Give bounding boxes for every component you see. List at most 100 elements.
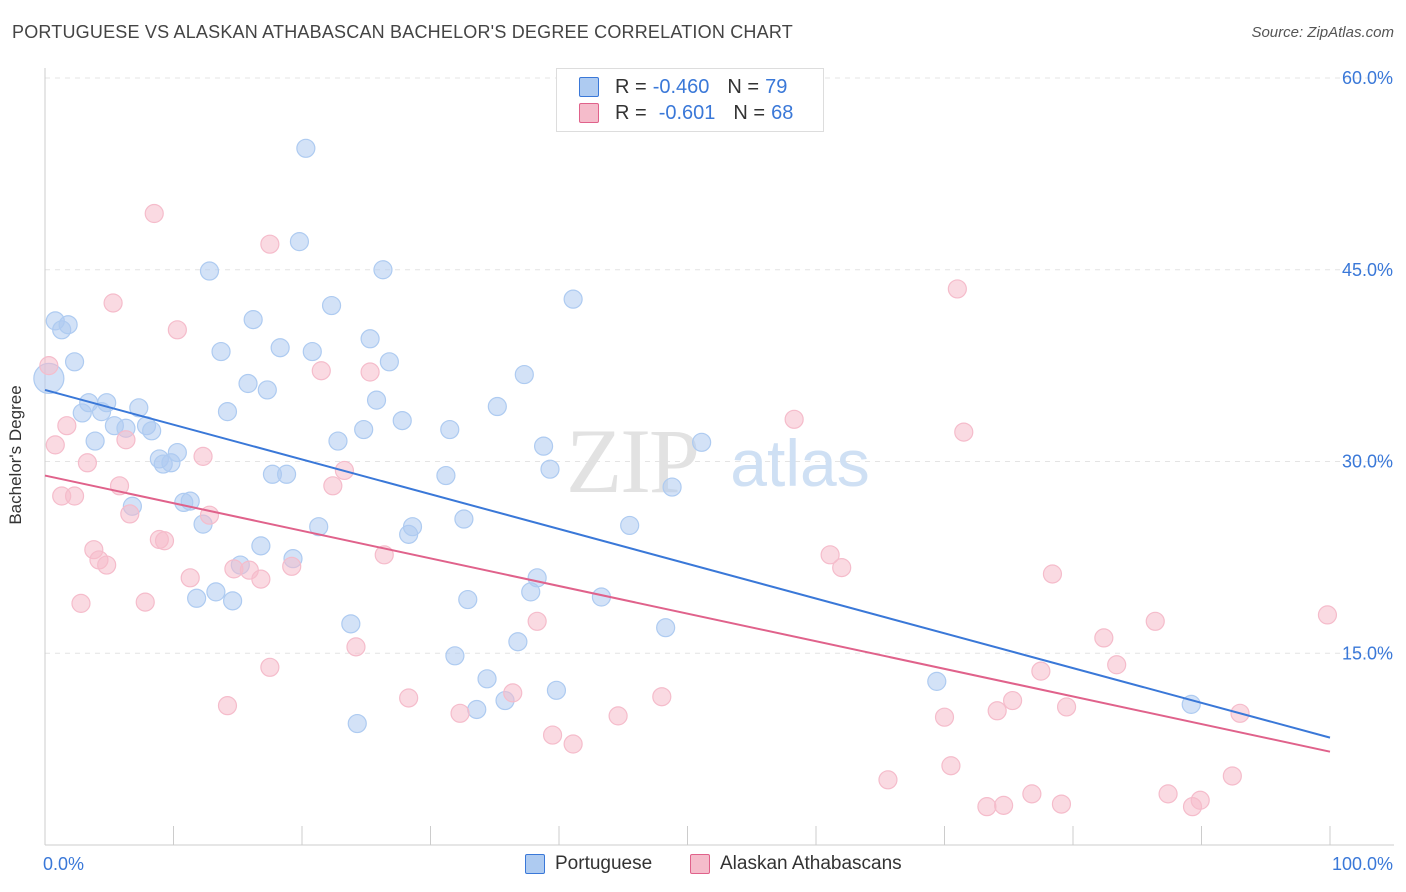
portuguese-point bbox=[392, 410, 412, 431]
alaskan-point bbox=[1190, 790, 1210, 810]
portuguese-point bbox=[454, 509, 474, 529]
axes bbox=[44, 68, 1394, 846]
alaskan-point bbox=[103, 293, 123, 313]
n-value: 79 bbox=[765, 75, 788, 98]
alaskan-point bbox=[193, 446, 213, 466]
alaskan-point bbox=[994, 795, 1014, 815]
alaskan-point bbox=[260, 657, 280, 677]
alaskan-point bbox=[563, 734, 583, 754]
portuguese-trend-line bbox=[44, 388, 1331, 739]
stats-row-portuguese: R = -0.460 N = 79 bbox=[579, 75, 805, 99]
alaskan-point bbox=[45, 435, 65, 455]
alaskan-point bbox=[116, 430, 136, 450]
portuguese-point bbox=[276, 464, 297, 484]
portuguese-point bbox=[487, 396, 507, 417]
portuguese-point bbox=[270, 338, 290, 358]
x-tick-label: 100.0% bbox=[1332, 854, 1393, 874]
n-value: 68 bbox=[771, 101, 794, 124]
portuguese-point bbox=[379, 352, 399, 372]
alaskan-point bbox=[542, 725, 563, 745]
alaskan-point bbox=[947, 279, 967, 299]
r-value: -0.460 bbox=[652, 75, 710, 98]
alaskan-point bbox=[934, 707, 955, 727]
n-label: N = bbox=[727, 75, 760, 98]
portuguese-point bbox=[251, 536, 271, 556]
portuguese-point bbox=[458, 589, 478, 610]
alaskan-point bbox=[135, 592, 155, 612]
alaskan-point bbox=[97, 555, 117, 575]
alaskan-point bbox=[71, 593, 91, 613]
portuguese-point bbox=[289, 232, 310, 252]
portuguese-point bbox=[620, 515, 640, 536]
tick-labels: 15.0% 30.0% 45.0% 60.0% 0.0% 100.0% bbox=[43, 68, 1393, 874]
r-label: R = bbox=[615, 75, 647, 98]
alaskan-point bbox=[1056, 697, 1077, 717]
alaskan-point bbox=[832, 558, 852, 578]
portuguese-point bbox=[563, 289, 583, 309]
portuguese-point bbox=[217, 402, 238, 422]
portuguese-point bbox=[656, 618, 676, 638]
portuguese-point bbox=[514, 364, 534, 385]
alaskan-point bbox=[167, 320, 187, 340]
alaskan-point bbox=[311, 361, 331, 381]
legend-item-portuguese[interactable]: Portuguese bbox=[525, 852, 652, 876]
alaskan-point bbox=[260, 234, 280, 254]
portuguese-point bbox=[360, 329, 380, 349]
alaskan-point bbox=[977, 797, 997, 817]
alaskan-point bbox=[1051, 794, 1072, 814]
alaskan-point bbox=[878, 770, 898, 790]
alaskan-point bbox=[346, 637, 366, 657]
portuguese-point bbox=[341, 614, 361, 634]
alaskan-point bbox=[784, 409, 804, 429]
alaskan-point bbox=[941, 756, 961, 776]
portuguese-point bbox=[440, 419, 460, 440]
alaskan-point bbox=[527, 611, 547, 631]
portuguese-point bbox=[238, 373, 258, 394]
n-label: N = bbox=[733, 101, 766, 124]
alaskan-point bbox=[652, 687, 672, 707]
portuguese-point bbox=[533, 436, 554, 456]
legend-swatch bbox=[690, 854, 710, 874]
portuguese-point bbox=[321, 295, 342, 316]
legend-label: Portuguese bbox=[555, 853, 653, 874]
alaskan-point bbox=[251, 569, 271, 589]
portuguese-point bbox=[692, 432, 712, 452]
x-tick-label: 0.0% bbox=[43, 854, 84, 874]
alaskan-point bbox=[987, 701, 1007, 721]
portuguese-point bbox=[199, 261, 220, 281]
alaskan-point bbox=[360, 362, 380, 382]
portuguese-point bbox=[546, 680, 567, 700]
legend-item-alaskan[interactable]: Alaskan Athabascans bbox=[690, 852, 902, 876]
alaskan-point bbox=[1022, 784, 1042, 804]
alaskan-point bbox=[1094, 628, 1114, 648]
alaskan-point bbox=[1107, 655, 1127, 675]
alaskan-swatch bbox=[579, 103, 599, 123]
portuguese-point bbox=[211, 341, 231, 362]
portuguese-point bbox=[296, 138, 316, 158]
r-value: -0.601 bbox=[658, 101, 716, 124]
alaskan-point bbox=[450, 703, 470, 723]
alaskan-point bbox=[399, 688, 419, 708]
portuguese-point bbox=[540, 459, 560, 479]
y-tick-label: 15.0% bbox=[1342, 643, 1393, 663]
alaskan-point bbox=[154, 531, 175, 551]
alaskan-point bbox=[282, 556, 302, 576]
alaskan-point bbox=[1158, 784, 1178, 804]
alaskan-point bbox=[954, 422, 974, 442]
portuguese-point bbox=[257, 380, 277, 400]
alaskan-point bbox=[323, 476, 343, 496]
alaskan-point bbox=[217, 696, 238, 716]
alaskan-point bbox=[144, 203, 164, 224]
portuguese-point bbox=[402, 517, 423, 537]
alaskan-point bbox=[1145, 611, 1165, 631]
chart-title: PORTUGUESE VS ALASKAN ATHABASCAN BACHELO… bbox=[12, 22, 793, 42]
portuguese-point bbox=[85, 431, 105, 451]
portuguese-point bbox=[436, 465, 456, 486]
stats-box: R = -0.460 N = 79 R = -0.601 N = 68 bbox=[556, 68, 824, 132]
portuguese-point bbox=[129, 398, 149, 418]
portuguese-point bbox=[467, 699, 487, 720]
legend-label: Alaskan Athabascans bbox=[720, 853, 902, 874]
portuguese-point bbox=[206, 582, 226, 602]
alaskan-point bbox=[1222, 766, 1242, 786]
